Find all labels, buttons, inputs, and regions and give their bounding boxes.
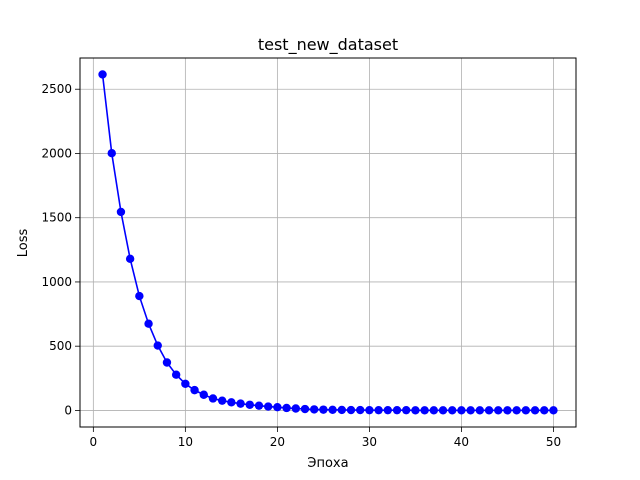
data-point	[135, 291, 144, 301]
data-point	[466, 406, 475, 415]
data-point	[392, 405, 402, 415]
x-tick-label: 40	[454, 435, 469, 449]
x-tick-label: 50	[546, 435, 561, 449]
data-point	[98, 70, 107, 79]
data-point	[356, 405, 365, 415]
data-point	[448, 406, 457, 415]
data-point	[328, 405, 337, 414]
x-tick-label: 30	[362, 435, 377, 449]
data-point	[263, 402, 273, 411]
data-point	[162, 358, 172, 367]
x-tick-label: 20	[270, 435, 285, 449]
data-point	[144, 319, 153, 328]
data-point	[346, 405, 356, 415]
chart-title: test_new_dataset	[258, 35, 398, 55]
plot-frame	[79, 57, 577, 428]
data-point	[273, 403, 282, 412]
y-tick-label: 1000	[41, 275, 72, 289]
data-point	[153, 341, 162, 350]
data-point	[383, 405, 393, 415]
x-tick-label: 10	[178, 435, 193, 449]
data-point	[494, 406, 503, 415]
data-point	[402, 405, 411, 415]
grid-layer	[80, 58, 576, 427]
y-tick-label: 2000	[41, 146, 72, 160]
x-axis-label: Эпоха	[307, 456, 348, 471]
y-tick-label: 500	[49, 339, 72, 353]
data-point	[484, 406, 494, 415]
data-point	[521, 406, 531, 415]
data-point	[411, 406, 420, 415]
data-point	[282, 403, 291, 413]
data-point	[190, 385, 199, 395]
y-tick-label: 1500	[41, 211, 72, 225]
data-point	[245, 400, 254, 409]
y-axis-label: Loss	[16, 229, 31, 258]
data-point	[309, 405, 319, 414]
data-point	[420, 406, 429, 415]
data-point	[512, 406, 521, 415]
y-tick-label: 0	[64, 403, 72, 417]
data-point	[457, 406, 466, 415]
data-point	[475, 406, 485, 415]
data-point	[107, 149, 116, 158]
data-point	[125, 254, 135, 264]
data-point	[291, 404, 300, 413]
y-tick-label: 2500	[41, 82, 72, 96]
series-layer	[98, 70, 558, 415]
data-point	[337, 405, 347, 415]
data-point	[254, 401, 264, 410]
data-point	[300, 404, 310, 414]
data-point	[530, 406, 540, 415]
data-point	[227, 398, 236, 407]
data-point	[217, 396, 227, 405]
data-point	[236, 399, 245, 408]
data-point	[503, 406, 512, 415]
data-point	[171, 370, 181, 379]
data-point	[429, 406, 439, 415]
data-point	[540, 406, 549, 415]
data-point	[319, 405, 328, 414]
data-point	[549, 406, 558, 415]
x-tick-label: 0	[90, 435, 98, 449]
data-point	[374, 405, 383, 415]
data-point	[208, 394, 218, 403]
data-point	[116, 207, 126, 217]
data-point	[199, 390, 208, 399]
data-point	[181, 379, 190, 389]
data-point	[365, 405, 374, 415]
data-point	[438, 406, 448, 415]
